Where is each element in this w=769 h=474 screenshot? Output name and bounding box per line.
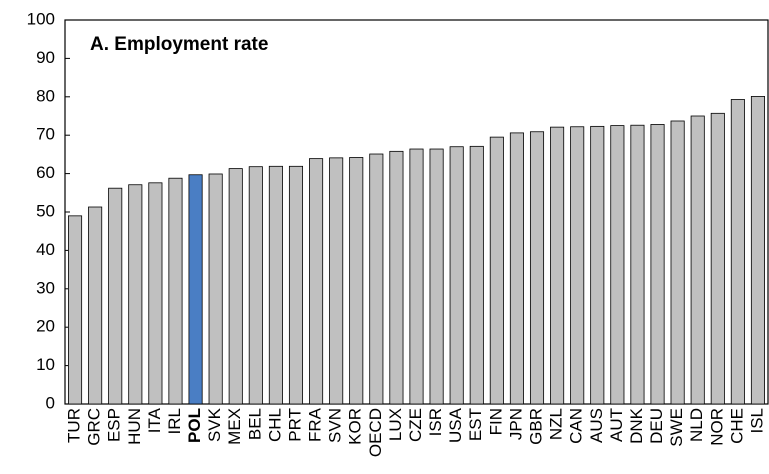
bar: [349, 157, 364, 405]
x-tick-label: JPN: [506, 408, 525, 440]
bar: [449, 146, 464, 405]
x-tick-label: ITA: [145, 407, 164, 433]
bar: [288, 165, 304, 405]
bar: [730, 99, 745, 405]
y-tick-label: 70: [36, 125, 55, 144]
bar: [188, 174, 203, 405]
bar: [309, 158, 324, 405]
x-tick-label: POL: [185, 408, 204, 443]
x-tick-label: DEU: [647, 408, 666, 444]
bar: [268, 165, 283, 405]
x-tick-label: MEX: [225, 408, 244, 445]
bar: [228, 168, 243, 405]
x-tick-label: BEL: [245, 408, 264, 440]
x-tick-label: CHE: [727, 408, 746, 444]
x-tick-label: SWE: [667, 408, 686, 447]
bar: [329, 157, 344, 405]
bar: [409, 148, 424, 405]
x-tick-label: OECD: [366, 408, 385, 457]
x-tick-label: GRC: [85, 408, 104, 446]
bar: [570, 126, 585, 405]
y-tick-label: 20: [36, 317, 55, 336]
bar: [469, 145, 484, 405]
x-tick-label: CAN: [567, 408, 586, 444]
x-tick-label: SVK: [205, 407, 224, 442]
bar: [550, 126, 565, 405]
x-tick-label: KOR: [346, 408, 365, 445]
bar: [429, 148, 444, 405]
bar: [248, 166, 263, 405]
bar: [590, 125, 605, 405]
x-tick-label: USA: [446, 407, 465, 443]
bar: [88, 206, 103, 405]
bar: [630, 124, 645, 405]
x-tick-label: AUT: [607, 408, 626, 442]
bar: [168, 177, 183, 405]
bar: [369, 153, 384, 405]
x-tick-label: NLD: [687, 408, 706, 442]
bar: [750, 96, 765, 405]
x-tick-label: IRL: [165, 408, 184, 434]
bar: [670, 120, 685, 405]
x-tick-label: GBR: [526, 408, 545, 445]
x-tick-label: ISL: [747, 408, 766, 434]
y-tick-label: 40: [36, 240, 55, 259]
x-tick-label: NOR: [707, 408, 726, 446]
x-tick-label: SVN: [326, 408, 345, 443]
x-tick-label: CZE: [406, 408, 425, 442]
y-tick-label: 60: [36, 163, 55, 182]
bar: [650, 124, 665, 405]
x-tick-label: LUX: [386, 408, 405, 441]
x-tick-label: HUN: [125, 408, 144, 445]
x-tick-label: NZL: [547, 408, 566, 440]
y-tick-label: 100: [27, 9, 55, 28]
bar: [108, 187, 123, 405]
y-tick-label: 80: [36, 86, 55, 105]
chart-title: A. Employment rate: [90, 34, 268, 55]
bar: [389, 150, 404, 405]
bar: [148, 182, 163, 405]
y-tick-label: 0: [46, 393, 55, 412]
bar: [690, 115, 705, 405]
y-tick-label: 90: [36, 48, 55, 67]
y-tick-label: 30: [36, 278, 55, 297]
x-tick-label: AUS: [587, 408, 606, 443]
x-tick-label: ISR: [426, 408, 445, 436]
bar: [610, 125, 625, 405]
y-tick-label: 10: [36, 355, 55, 374]
bar: [489, 136, 504, 405]
x-tick-label: ESP: [105, 408, 124, 442]
x-tick-label: DNK: [627, 407, 646, 444]
x-tick-label: TUR: [65, 408, 84, 443]
bar: [529, 131, 545, 405]
x-tick-label: FIN: [486, 408, 505, 435]
bar: [208, 173, 223, 405]
y-tick-label: 50: [36, 201, 55, 220]
x-tick-label: CHL: [265, 408, 284, 442]
x-tick-label: EST: [466, 408, 485, 441]
bar: [710, 112, 725, 405]
x-tick-label: PRT: [285, 408, 304, 442]
bar: [128, 184, 143, 405]
x-tick-label: FRA: [306, 407, 325, 442]
bar: [68, 215, 83, 405]
bar: [509, 132, 524, 405]
